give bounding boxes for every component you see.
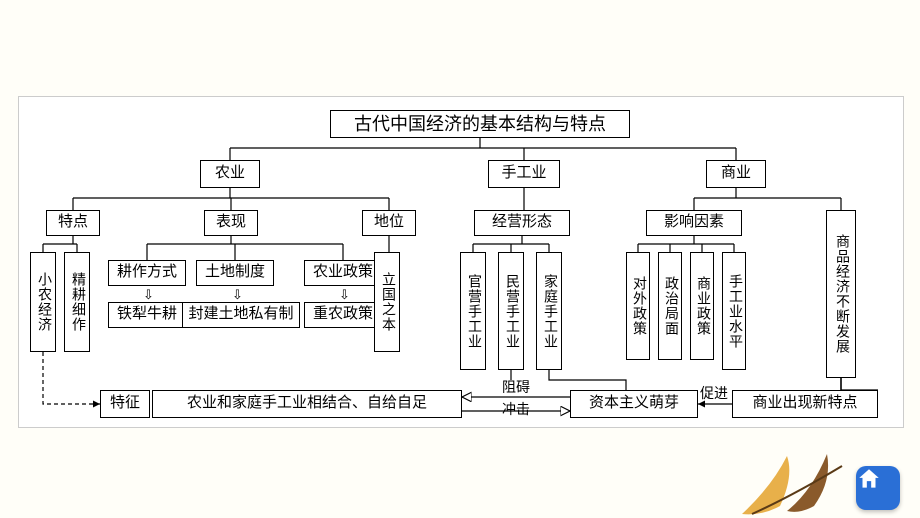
node-lgzb: 立国之本 [374, 252, 400, 352]
node-perf: 表现 [204, 210, 258, 236]
node-dev: 商品经济不断发展 [826, 210, 856, 378]
node-xn: 小农经济 [30, 252, 56, 352]
node-gzfs: 耕作方式 [108, 260, 186, 286]
node-jt: 家庭手工业 [536, 252, 562, 370]
node-handi: 手工业 [488, 160, 560, 188]
node-nyzc: 农业政策 [304, 260, 382, 286]
node-inf: 影响因素 [646, 210, 742, 236]
node-znzc: 重农政策 [304, 302, 382, 328]
node-agri: 农业 [200, 160, 260, 188]
node-dw: 对外政策 [626, 252, 650, 360]
node-sy: 商业政策 [690, 252, 714, 360]
node-syxtd: 商业出现新特点 [732, 390, 878, 418]
node-root: 古代中国经济的基本结构与特点 [330, 110, 630, 138]
node-zbmy: 资本主义萌芽 [570, 390, 698, 418]
node-my: 民营手工业 [498, 252, 524, 370]
node-tztxt: 农业和家庭手工业相结合、自给自足 [152, 390, 462, 418]
node-feat: 特点 [46, 210, 100, 236]
node-comm: 商业 [706, 160, 766, 188]
diagram-root: ⇩⇩⇩ [0, 0, 920, 518]
node-tz: 特征 [100, 390, 150, 418]
node-sgp: 手工业水平 [722, 252, 746, 370]
node-mgmt: 经营形态 [474, 210, 570, 236]
node-tdzd: 土地制度 [196, 260, 274, 286]
node-tlng: 铁犁牛耕 [108, 302, 186, 328]
node-pos: 地位 [362, 210, 416, 236]
node-gy: 官营手工业 [460, 252, 486, 370]
node-fjtd: 封建土地私有制 [182, 302, 300, 328]
node-zz: 政治局面 [658, 252, 682, 360]
node-jg: 精耕细作 [64, 252, 90, 352]
leaf-decoration [732, 436, 852, 516]
home-button[interactable] [856, 466, 900, 510]
